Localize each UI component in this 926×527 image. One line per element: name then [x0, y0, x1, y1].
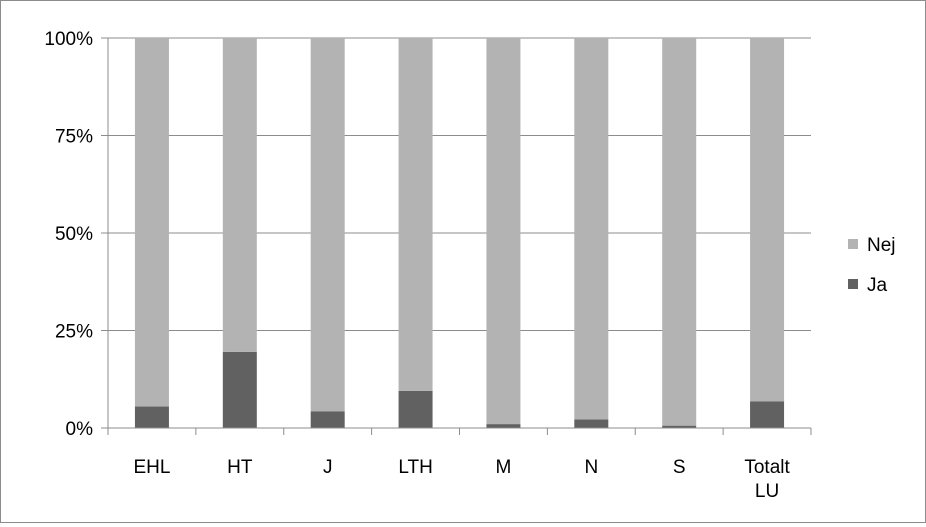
- bar-ja-ehl: [134, 406, 169, 428]
- x-tick-label: N: [584, 457, 598, 478]
- bar-ja-n: [574, 419, 609, 428]
- x-tick-label: Totalt LU: [744, 457, 790, 502]
- y-tick-label: 0%: [66, 419, 94, 440]
- bar-nej-ehl: [134, 38, 169, 407]
- legend-swatch-nej: [848, 239, 858, 249]
- legend-swatch-ja: [848, 279, 858, 289]
- x-tick-label: J: [323, 457, 333, 478]
- bar-ja-j: [310, 411, 345, 428]
- bar-ja-totalt-lu: [750, 401, 785, 428]
- y-axis-tick-labels: 0% 25% 50% 75% 100%: [44, 29, 93, 440]
- y-tick-label: 75%: [55, 127, 93, 148]
- y-tick-label: 100%: [44, 29, 93, 50]
- y-tick-label: 25%: [55, 322, 93, 343]
- x-axis-tick-labels: EHL HT J LTH M N S Totalt LU: [133, 457, 790, 502]
- bars: [134, 38, 785, 428]
- x-tick-label: S: [673, 457, 686, 478]
- bar-ja-m: [486, 424, 521, 428]
- y-tick-label: 50%: [55, 224, 93, 245]
- bar-nej-lth: [398, 38, 433, 391]
- bar-nej-totalt-lu: [750, 38, 785, 402]
- gridlines: [108, 37, 811, 331]
- legend-label-nej: Nej: [867, 235, 896, 256]
- x-tick-label: HT: [227, 457, 253, 478]
- x-tick-label: M: [496, 457, 512, 478]
- bar-ja-lth: [398, 390, 433, 428]
- bar-nej-j: [310, 38, 345, 412]
- x-tick-label: EHL: [133, 457, 170, 478]
- bar-nej-m: [486, 38, 521, 425]
- bar-nej-n: [574, 38, 609, 420]
- legend: Nej Ja: [848, 235, 896, 296]
- legend-label-ja: Ja: [867, 275, 888, 296]
- axes: [101, 37, 812, 435]
- bar-ja-s: [662, 425, 697, 428]
- x-tick-label: LTH: [398, 457, 432, 478]
- bar-nej-s: [662, 38, 697, 426]
- bar-ja-ht: [222, 351, 257, 428]
- bar-nej-ht: [222, 38, 257, 352]
